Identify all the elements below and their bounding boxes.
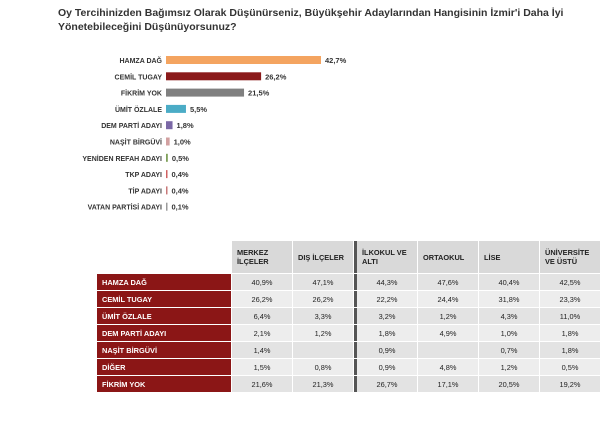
table-cell: 1,8% (540, 325, 600, 341)
table-cell: 1,0% (479, 325, 539, 341)
table-cell: 1,4% (232, 342, 292, 358)
bar (166, 153, 168, 162)
table-cell: 23,3% (540, 291, 600, 307)
column-header: MERKEZ İLÇELER (232, 241, 292, 273)
row-label: DİĞER (97, 359, 231, 375)
table-cell: 20,5% (479, 376, 539, 392)
table-cell: 1,2% (293, 325, 353, 341)
value-label: 21,5% (248, 89, 270, 98)
table-cell: 4,3% (479, 308, 539, 324)
table-row: CEMİL TUGAY 26,2% 26,2% 22,2% 24,4% 31,8% 23,3… (97, 291, 600, 307)
table-row: FİKRİM YOK 21,6% 21,3% 26,7% 17,1% 20,5% 19,2% (97, 376, 600, 392)
table-cell: 1,5% (232, 359, 292, 375)
table-cell: 1,2% (418, 308, 478, 324)
table-cell: 21,3% (293, 376, 353, 392)
table-cell: 21,6% (232, 376, 292, 392)
table-row: DİĞER 1,5% 0,8% 0,9% 4,8% 1,2% 0,5% (97, 359, 600, 375)
table-cell: 0,8% (293, 359, 353, 375)
table-row: NAŞİT BİRGÜVİ 1,4% 0,9% 0,7% 1,8% (97, 342, 600, 358)
value-label: 0,4% (172, 186, 189, 195)
column-header: DIŞ İLÇELER (293, 241, 353, 273)
category-label: YENİDEN REFAH ADAYI (82, 155, 162, 163)
bar (166, 104, 186, 113)
bar (166, 121, 173, 130)
table-cell: 0,9% (354, 359, 417, 375)
row-label: CEMİL TUGAY (97, 291, 231, 307)
table-cell: 2,1% (232, 325, 292, 341)
table-cell: 47,1% (293, 274, 353, 290)
table-cell: 6,4% (232, 308, 292, 324)
category-label: DEM PARTİ ADAYI (101, 122, 162, 130)
row-label: NAŞİT BİRGÜVİ (97, 342, 231, 358)
table-cell: 3,2% (354, 308, 417, 324)
table-header-row: MERKEZ İLÇELER DIŞ İLÇELER İLKOKUL VE ALTI… (97, 241, 600, 273)
table-cell: 1,8% (540, 342, 600, 358)
table-cell: 19,2% (540, 376, 600, 392)
bar (166, 56, 321, 64)
table-cell: 24,4% (418, 291, 478, 307)
table-cell: 1,8% (354, 325, 417, 341)
value-label: 0,1% (172, 203, 189, 212)
table-cell: 4,8% (418, 359, 478, 375)
category-label: CEMİL TUGAY (115, 73, 163, 81)
table-row: HAMZA DAĞ 40,9% 47,1% 44,3% 47,6% 40,4% 42,5% (97, 274, 600, 290)
table-cell: 3,3% (293, 308, 353, 324)
value-label: 1,8% (177, 121, 194, 130)
table-cell: 47,6% (418, 274, 478, 290)
bar (166, 170, 168, 179)
table-cell: 1,2% (479, 359, 539, 375)
chart-title: Oy Tercihinizden Bağımsız Olarak Düşünür… (58, 7, 564, 33)
crosstab-table-wrapper: MERKEZ İLÇELER DIŞ İLÇELER İLKOKUL VE ALTI… (96, 240, 601, 393)
table-cell: 40,9% (232, 274, 292, 290)
category-label: HAMZA DAĞ (119, 56, 162, 65)
table-cell: 0,7% (479, 342, 539, 358)
bar (166, 202, 168, 211)
bar (166, 186, 168, 195)
table-cell: 22,2% (354, 291, 417, 307)
category-label: TİP ADAYI (128, 187, 162, 195)
value-label: 1,0% (174, 138, 191, 147)
table-cell: 0,9% (354, 342, 417, 358)
bar (166, 72, 262, 81)
table-cell: 17,1% (418, 376, 478, 392)
table-cell: 26,2% (232, 291, 292, 307)
column-header: ORTAOKUL (418, 241, 478, 273)
category-label: TKP ADAYI (125, 172, 162, 179)
bar (166, 137, 170, 146)
table-cell: 31,8% (479, 291, 539, 307)
table-row: DEM PARTİ ADAYI 2,1% 1,2% 1,8% 4,9% 1,0% 1,8% (97, 325, 600, 341)
header-blank (97, 241, 231, 273)
crosstab-table: MERKEZ İLÇELER DIŞ İLÇELER İLKOKUL VE ALTI… (96, 240, 601, 393)
bar (166, 88, 245, 97)
table-cell: 26,2% (293, 291, 353, 307)
table-cell: 11,0% (540, 308, 600, 324)
column-header: İLKOKUL VE ALTI (354, 241, 417, 273)
table-cell: 0,5% (540, 359, 600, 375)
table-row: ÜMİT ÖZLALE 6,4% 3,3% 3,2% 1,2% 4,3% 11,0% (97, 308, 600, 324)
value-label: 0,4% (172, 170, 189, 179)
category-label: VATAN PARTİSİ ADAYI (88, 204, 162, 212)
table-cell (418, 342, 478, 358)
value-label: 0,5% (172, 154, 189, 163)
row-label: FİKRİM YOK (97, 376, 231, 392)
table-cell (293, 342, 353, 358)
row-label: DEM PARTİ ADAYI (97, 325, 231, 341)
value-label: 26,2% (265, 72, 287, 81)
category-label: FİKRİM YOK (121, 90, 162, 98)
table-cell: 4,9% (418, 325, 478, 341)
table-cell: 44,3% (354, 274, 417, 290)
value-label: 5,5% (190, 105, 207, 114)
column-header: ÜNİVERSİTE VE ÜSTÜ (540, 241, 600, 273)
row-label: ÜMİT ÖZLALE (97, 308, 231, 324)
table-cell: 42,5% (540, 274, 600, 290)
table-cell: 40,4% (479, 274, 539, 290)
table-cell: 26,7% (354, 376, 417, 392)
row-label: HAMZA DAĞ (97, 274, 231, 290)
value-label: 42,7% (325, 56, 347, 65)
category-label: ÜMİT ÖZLALE (115, 105, 162, 114)
category-label: NAŞİT BİRGÜVİ (110, 138, 162, 147)
bar-chart: HAMZA DAĞ 42,7% CEMİL TUGAY 26,2% FİKRİM YOK… (82, 56, 347, 212)
column-header: LİSE (479, 241, 539, 273)
